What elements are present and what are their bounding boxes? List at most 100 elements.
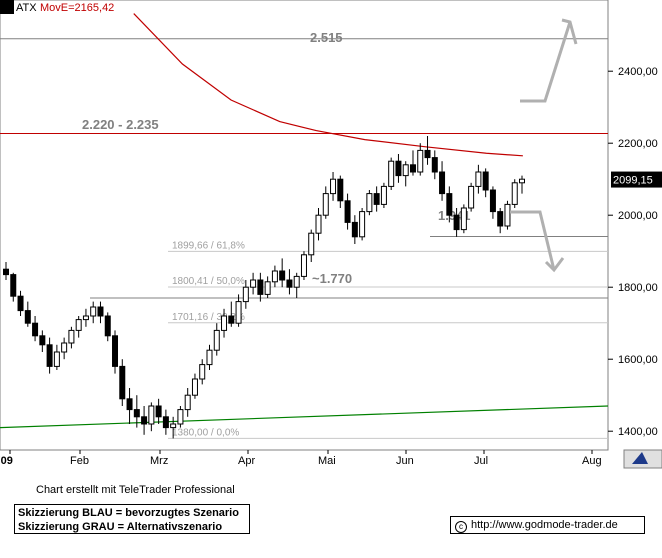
candle-body <box>315 214 322 234</box>
candle <box>199 359 206 385</box>
candle-body <box>431 157 438 173</box>
y-tick-label: 2400,00 <box>618 66 658 78</box>
level-label: 2.220 - 2.235 <box>82 117 159 132</box>
candle <box>257 272 264 302</box>
plot-area <box>0 0 609 451</box>
candle <box>148 402 155 432</box>
candle <box>322 186 329 219</box>
y-tick-label: 1600,00 <box>618 354 658 366</box>
y-tick-label: 2000,00 <box>618 210 658 222</box>
level-label: ~1.770 <box>312 271 352 286</box>
candle <box>279 258 286 288</box>
fib-label: 1800,41 / 50,0% <box>172 276 245 287</box>
candle <box>191 373 198 399</box>
candle <box>482 168 489 198</box>
candle <box>366 190 373 216</box>
candle-body <box>380 185 387 205</box>
candle <box>242 280 249 309</box>
candle-body <box>409 164 416 173</box>
candle <box>90 301 97 324</box>
candle <box>141 406 148 435</box>
fib-label: 1380,00 / 0,0% <box>172 427 239 438</box>
candle <box>126 388 133 424</box>
x-tick-label: Aug <box>582 455 602 467</box>
candle <box>68 326 75 349</box>
x-tick-label: Jun <box>396 455 414 467</box>
candle-body <box>155 405 162 418</box>
candle-body <box>279 270 286 281</box>
candle-body <box>264 281 271 295</box>
candle-body <box>286 279 293 288</box>
candle <box>250 272 257 295</box>
candle-body <box>228 315 235 324</box>
candle-body <box>519 178 525 184</box>
scenario-arrows <box>510 18 578 273</box>
candle <box>221 308 228 338</box>
candle-body <box>148 405 155 425</box>
moving-average-line <box>133 13 523 157</box>
candle-body <box>61 342 68 353</box>
candle-body <box>257 279 264 295</box>
candle-body <box>184 394 191 411</box>
candle <box>497 208 504 234</box>
candle-body <box>53 351 60 367</box>
candle-body <box>82 315 89 321</box>
candle <box>293 272 300 298</box>
candle <box>271 265 278 288</box>
candle <box>184 388 191 417</box>
candle <box>330 172 337 201</box>
credit-text: Chart erstellt mit TeleTrader Profession… <box>36 484 235 496</box>
candle <box>61 337 68 360</box>
candle-body <box>497 211 504 227</box>
source-link[interactable]: c http://www.godmode-trader.de <box>450 516 645 534</box>
candle <box>417 143 424 176</box>
candle <box>300 251 307 280</box>
candle-body <box>242 286 249 303</box>
candle-body <box>235 301 242 324</box>
period-button[interactable] <box>623 449 662 469</box>
x-tick-label: Jul <box>474 455 488 467</box>
candle <box>228 301 235 327</box>
candle-body <box>39 335 46 346</box>
candle <box>431 150 438 180</box>
candle <box>315 208 322 241</box>
candle-body <box>453 214 460 231</box>
candle <box>286 269 293 295</box>
candle-body <box>468 185 475 209</box>
candle <box>104 312 111 342</box>
candle-body <box>141 416 148 425</box>
candle <box>380 182 387 208</box>
candle <box>489 186 496 219</box>
candle <box>264 276 271 298</box>
candle <box>388 157 395 190</box>
candle-body <box>97 306 104 317</box>
candle <box>504 200 511 230</box>
candle-body <box>475 171 482 187</box>
candle <box>206 344 213 370</box>
legend-blue: Skizzierung BLAU = bevorzugtes Szenario <box>18 507 239 519</box>
candle <box>468 182 475 212</box>
trend-line <box>0 405 609 429</box>
candle-body <box>221 315 228 331</box>
candle-body <box>32 322 39 337</box>
candle <box>460 204 467 234</box>
candle <box>46 337 53 374</box>
x-tick-label: Mrz <box>150 455 168 467</box>
candle <box>24 301 31 327</box>
candle <box>519 175 525 194</box>
candle-body <box>388 160 395 187</box>
candle-body <box>351 221 358 238</box>
candle <box>409 150 416 176</box>
candle-body <box>446 193 453 216</box>
candle-body <box>322 193 329 216</box>
candle <box>308 229 315 262</box>
candle <box>75 316 82 338</box>
candle-body <box>424 149 431 159</box>
candle <box>359 208 366 241</box>
candle-body <box>170 423 177 429</box>
candle-body <box>366 193 373 213</box>
last-price-box <box>611 171 662 188</box>
pen-icon <box>632 452 648 464</box>
candle-body <box>46 344 53 367</box>
